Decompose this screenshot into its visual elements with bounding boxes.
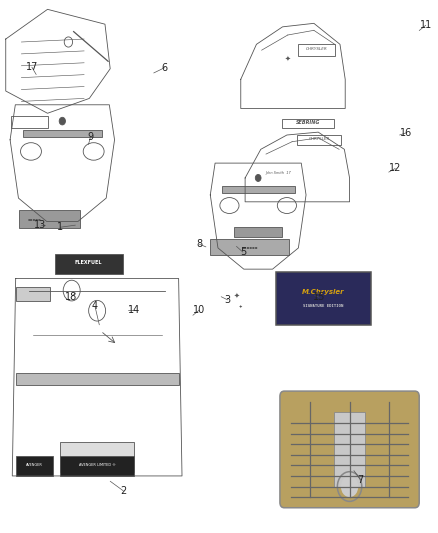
Bar <box>210 239 289 255</box>
Text: CHRYSLER: CHRYSLER <box>306 47 328 51</box>
Text: ✦: ✦ <box>239 304 243 308</box>
Text: 12: 12 <box>389 164 402 173</box>
Bar <box>298 44 335 56</box>
Text: ▪▪▪▪▪: ▪▪▪▪▪ <box>27 217 41 221</box>
Text: ✦: ✦ <box>285 55 291 62</box>
FancyBboxPatch shape <box>280 391 419 508</box>
Text: 5: 5 <box>240 247 246 257</box>
Bar <box>276 272 371 325</box>
Text: SEBRING: SEBRING <box>296 120 320 125</box>
Text: 10: 10 <box>193 305 205 315</box>
Ellipse shape <box>21 143 42 160</box>
Bar <box>23 131 102 138</box>
Bar <box>60 456 134 476</box>
Text: M.Chrysler: M.Chrysler <box>302 289 345 295</box>
Bar <box>60 442 134 472</box>
Ellipse shape <box>220 198 239 214</box>
Ellipse shape <box>277 198 297 214</box>
Text: 9: 9 <box>88 132 94 142</box>
Text: 1: 1 <box>57 222 63 232</box>
Text: ▪▪▪▪▪▪: ▪▪▪▪▪▪ <box>241 245 258 249</box>
Bar <box>282 119 334 128</box>
Text: ✦: ✦ <box>233 293 239 298</box>
Circle shape <box>341 476 358 497</box>
Text: 14: 14 <box>128 305 140 315</box>
Text: 7: 7 <box>357 475 364 484</box>
Text: SIGNATURE EDITION: SIGNATURE EDITION <box>303 304 344 308</box>
Bar <box>55 254 123 274</box>
Text: 8: 8 <box>196 239 202 249</box>
Ellipse shape <box>83 143 104 160</box>
Text: 18: 18 <box>65 292 77 302</box>
Circle shape <box>59 117 65 125</box>
Text: 11: 11 <box>420 20 432 30</box>
Text: John Smith  17: John Smith 17 <box>266 171 292 175</box>
Bar <box>334 413 365 487</box>
Text: 4: 4 <box>92 301 98 311</box>
Text: 17: 17 <box>26 62 38 72</box>
Text: 6: 6 <box>162 63 168 72</box>
Text: CHRYSLER: CHRYSLER <box>309 137 330 141</box>
Text: 3: 3 <box>225 295 231 305</box>
Bar <box>16 287 49 301</box>
Bar <box>234 227 282 237</box>
Bar <box>16 456 53 476</box>
Text: 2: 2 <box>120 486 127 496</box>
Text: 15: 15 <box>313 292 325 302</box>
Bar <box>297 135 341 144</box>
Text: FLEXFUEL: FLEXFUEL <box>75 260 102 265</box>
Text: 16: 16 <box>400 128 412 138</box>
Bar <box>11 116 47 128</box>
Text: AVENGER LIMITED ®: AVENGER LIMITED ® <box>79 463 116 467</box>
Text: 13: 13 <box>35 220 47 230</box>
Circle shape <box>255 174 261 181</box>
Bar <box>19 210 80 228</box>
Bar <box>16 373 179 385</box>
Bar <box>222 187 294 193</box>
Text: AVENGER: AVENGER <box>26 463 43 467</box>
